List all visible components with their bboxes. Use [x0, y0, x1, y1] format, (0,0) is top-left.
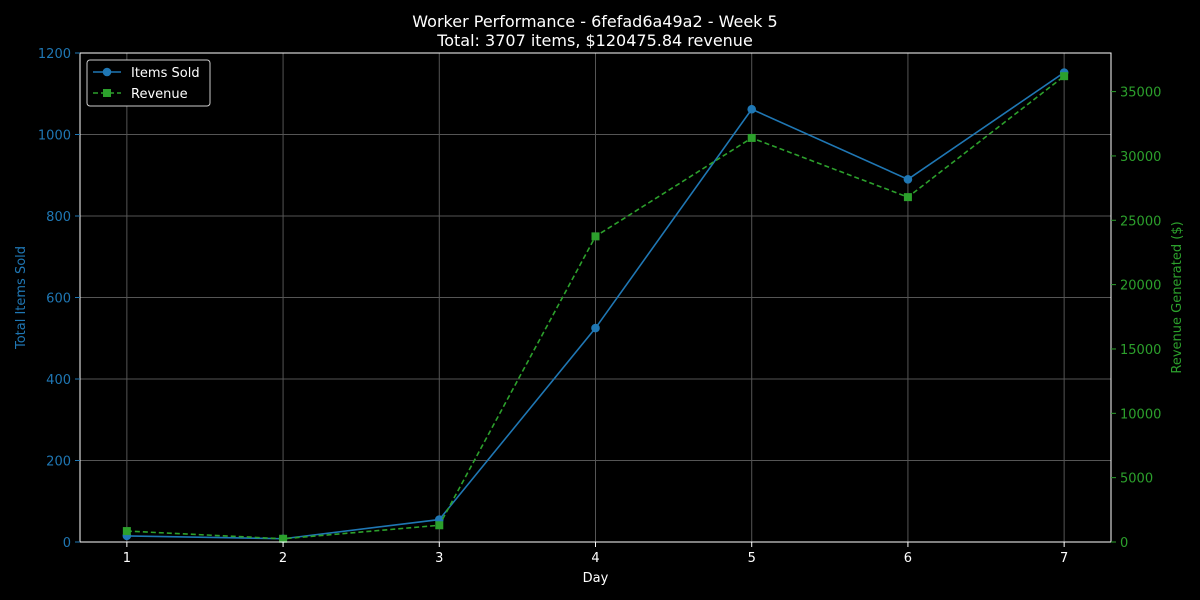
legend-marker: [102, 67, 112, 77]
y-right-tick-label: 25000: [1120, 214, 1161, 229]
series-revenue: [122, 72, 1069, 543]
legend-label: Revenue: [131, 87, 188, 102]
y-axis-left-label: Total Items Sold: [14, 246, 29, 350]
data-point: [903, 193, 912, 202]
legend-label: Items Sold: [131, 66, 200, 81]
data-point: [903, 175, 913, 184]
x-tick-label: 5: [748, 551, 756, 566]
x-tick-label: 7: [1060, 551, 1068, 566]
data-point: [747, 104, 757, 114]
x-tick-label: 4: [591, 551, 599, 566]
data-point: [747, 133, 756, 142]
y-right-tick-label: 20000: [1120, 279, 1161, 294]
y-left-tick-label: 600: [46, 292, 71, 307]
chart-subtitle: Total: 3707 items, $120475.84 revenue: [436, 31, 753, 50]
y-right-tick-label: 15000: [1120, 343, 1161, 358]
y-left-tick-label: 1200: [38, 47, 71, 62]
y-left-tick-label: 0: [63, 536, 71, 551]
y-left-tick-label: 1000: [38, 129, 71, 144]
data-point: [1060, 72, 1069, 81]
x-tick-label: 6: [904, 551, 912, 566]
chart-title: Worker Performance - 6fefad6a49a2 - Week…: [412, 12, 777, 31]
grid: [80, 53, 1111, 542]
y-left-tick-label: 800: [46, 210, 71, 225]
y-right-tick-label: 5000: [1120, 472, 1153, 487]
y-right-tick-label: 10000: [1120, 407, 1161, 422]
axes: 1 2 3 4 5 6 7 0 200 400 600 800 1000 1200 0 5000 10000 15…: [38, 47, 1161, 566]
legend: Items Sold Revenue: [86, 59, 211, 107]
y-right-tick-label: 30000: [1120, 150, 1161, 165]
y-axis-right-label: Revenue Generated ($): [1170, 221, 1185, 373]
data-point: [435, 521, 444, 530]
x-tick-label: 3: [435, 551, 443, 566]
data-point: [591, 323, 600, 333]
y-right-tick-label: 35000: [1120, 86, 1161, 101]
x-axis-label: Day: [583, 571, 609, 586]
y-left-tick-label: 400: [46, 373, 71, 388]
data-point: [122, 527, 131, 536]
data-point: [279, 534, 288, 543]
series-layer: [122, 68, 1069, 544]
x-tick-label: 2: [279, 551, 287, 566]
legend-marker: [103, 89, 111, 97]
data-point: [591, 232, 600, 241]
y-left-tick-label: 200: [46, 455, 71, 470]
x-tick-label: 1: [123, 551, 131, 566]
y-right-tick-label: 0: [1120, 536, 1128, 551]
